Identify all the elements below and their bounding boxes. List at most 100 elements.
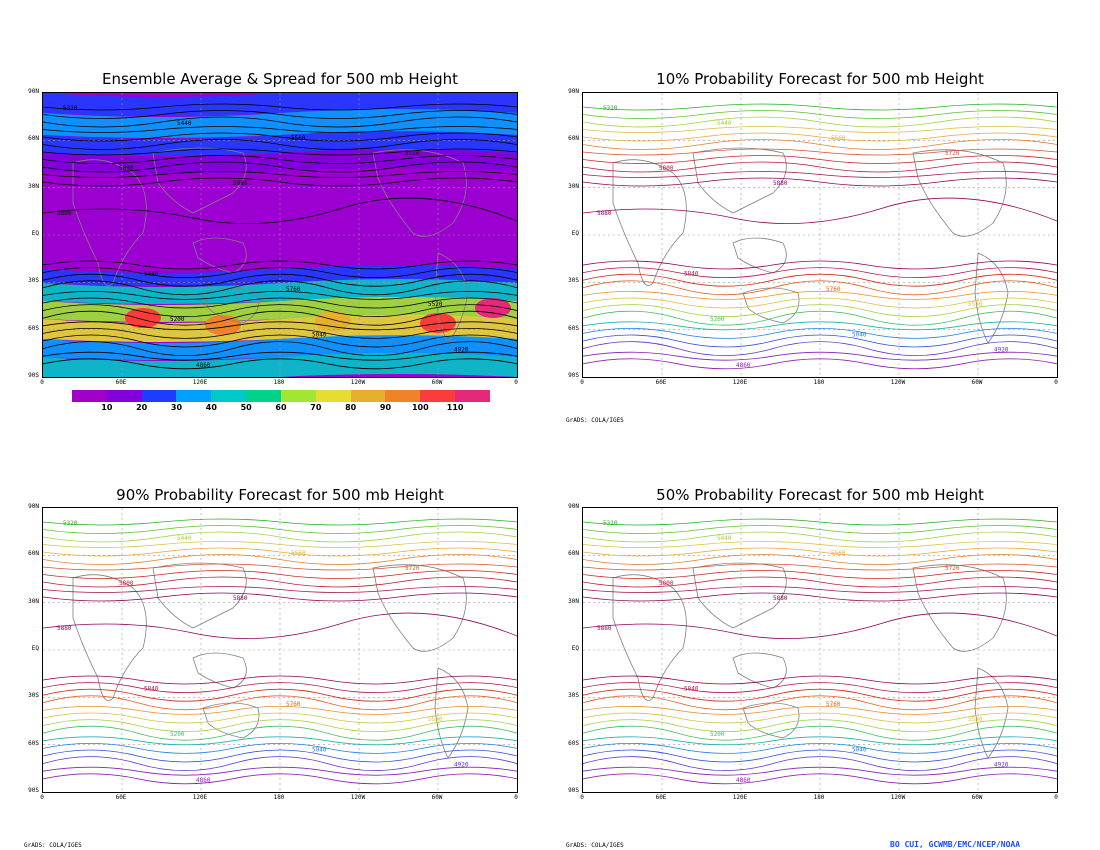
contour-line-south [583,304,1057,317]
contour-line-north [583,171,1057,178]
contour-line-south [43,719,517,732]
contour-line-south [583,341,1057,356]
colorbar-tick-label: 10 [101,403,113,412]
contour-line-tropical [583,612,1057,640]
contour-line-south [583,773,1057,785]
contour-line-south [583,351,1057,361]
lon-tick-label: 60W [971,794,983,801]
contour-line-south [43,334,517,348]
panel-title-ensemble: Ensemble Average & Spread for 500 mb Hei… [101,70,459,88]
lat-tick-label: 60N [568,135,579,143]
coastline [732,652,787,689]
contour-label: 5520 [428,716,443,723]
contour-label: 5440 [717,535,732,542]
contour-line-south [583,358,1057,370]
colorbar-tick-label: 30 [170,403,183,412]
contour-line-south [43,341,517,356]
contour-label: 5720 [945,565,960,572]
contour-line-south [43,304,517,317]
contour-line-south [43,682,517,693]
contour-label: 5560 [291,135,306,142]
colorbar-swatch [315,390,351,402]
map-canvas: 5320 5440 5560 5720 5800 5880 5840 5760 5520 5200… [583,508,1057,792]
contour-line-south [583,725,1057,741]
contour-label: 5880 [597,210,612,217]
lon-tick-label: 60E [115,794,127,801]
contour-line-south [583,743,1057,754]
lat-tick-label: 90S [28,787,39,794]
contour-line-south [583,291,1057,300]
contour-line-north [583,541,1057,548]
contour-line-north [43,139,517,150]
panel-title-10pct: 10% Probability Forecast for 500 mb Heig… [656,70,984,88]
lon-tick-label: 120E [732,379,748,386]
lat-tick-label: 60S [568,739,579,747]
contour-line-north [583,570,1057,579]
contour-line-north [43,554,517,565]
colorbar-swatch [246,390,281,402]
lon-tick-label: 120W [350,794,366,801]
contour-label: 5840 [144,686,159,693]
contour-line-south [43,267,517,278]
contour-label: 4920 [994,347,1009,354]
contour-line-north [43,171,517,178]
coastline [372,149,467,237]
lon-tick-label: 180 [273,379,285,386]
contour-line-north [43,531,517,543]
lon-tick-label: 60W [971,379,983,386]
contour-label: 5880 [597,625,612,632]
contour-label: 5800 [659,580,674,587]
contour-line-south [583,310,1057,326]
lon-tick-label: 120W [890,379,906,386]
contour-line-north [43,155,517,164]
colorbar-swatch [141,390,177,402]
contour-label: 5800 [119,580,134,587]
contour-line-north [583,547,1057,557]
contour-line-south [583,749,1057,763]
lon-tick-label: 0 [40,794,44,801]
contour-line-south [583,712,1057,724]
map-canvas: 5320 5440 5560 5720 5800 5880 5840 5760 5520 5200… [43,93,517,377]
contour-line-south [43,321,517,331]
contour-label: 5320 [63,105,78,112]
lon-tick-label: 0 [40,379,44,386]
contour-label: 5800 [659,165,674,172]
contour-line-north [43,103,517,111]
contour-line-south [43,688,517,702]
contour-line-tropical [43,612,517,640]
map-10pct: 5320 5440 5560 5720 5800 5880 5840 5760 5520 5200… [582,92,1058,378]
contour-label: 5040 [852,746,867,753]
contour-line-south [583,334,1057,348]
panel-title-90pct: 90% Probability Forecast for 500 mb Heig… [116,486,444,504]
contour-label: 5440 [717,120,732,127]
contour-label: 5760 [286,286,301,293]
contour-line-north [583,161,1057,173]
colorbar-tick-label: 70 [310,403,322,412]
lon-tick-label: 120E [732,794,748,801]
contour-label: 5720 [405,150,420,157]
contour-line-south [43,310,517,326]
contour-line-south [43,766,517,776]
contour-line-north [43,132,517,142]
contour-line-south [583,280,1057,296]
contour-label: 4920 [454,762,469,769]
contour-label: 5840 [144,271,159,278]
lat-tick-label: 90S [28,372,39,379]
colorbar-tick-label: 100 [411,403,429,412]
coastline [692,147,787,214]
contour-label: 5200 [710,731,725,738]
contour-label: 5440 [177,535,192,542]
contour-line-north [583,132,1057,142]
spread-maximum [475,298,511,318]
contour-line-south [43,749,517,763]
colorbar-tick-label: 20 [136,403,148,412]
contour-line-south [583,736,1057,746]
coastline [72,159,147,286]
contour-line-south [43,695,517,711]
contour-line-north [43,110,517,119]
contour-line-north [43,148,517,156]
contour-label: 4920 [994,762,1009,769]
lat-tick-label: 60S [28,324,39,332]
contour-line-north [583,518,1057,526]
contour-label: 5200 [710,316,725,323]
